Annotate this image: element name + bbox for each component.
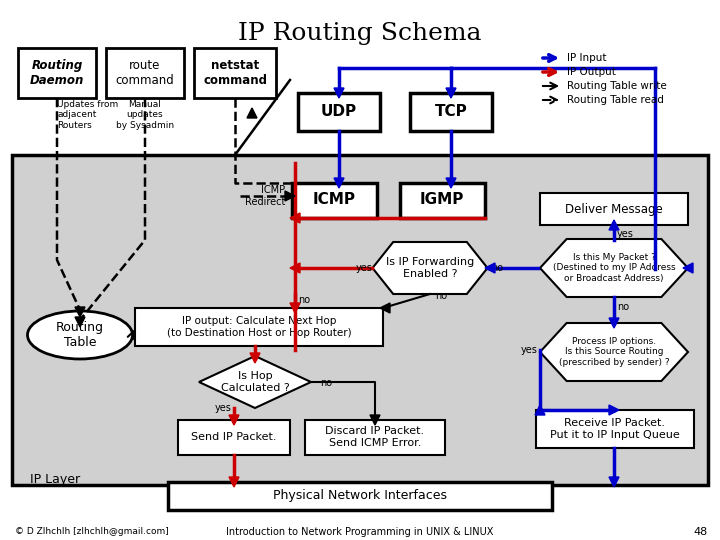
Bar [168, 482, 552, 510]
Text: Is Hop
Calculated ?: Is Hop Calculated ? [220, 371, 289, 393]
Bar [298, 93, 380, 131]
Text: Deliver Message: Deliver Message [565, 202, 663, 215]
Text: Manual
updates
by Sysadmin: Manual updates by Sysadmin [116, 100, 174, 130]
Polygon shape [446, 88, 456, 98]
Text: Physical Network Interfaces: Physical Network Interfaces [273, 489, 447, 503]
Text: no: no [617, 302, 629, 312]
Polygon shape [290, 213, 300, 223]
Bar [305, 420, 445, 455]
Polygon shape [609, 220, 619, 230]
Bar [400, 183, 485, 218]
Text: 48: 48 [694, 527, 708, 537]
Bar [194, 48, 276, 98]
Text: ICMP
Redirect: ICMP Redirect [245, 185, 285, 207]
Polygon shape [370, 415, 380, 425]
Polygon shape [609, 477, 619, 487]
Text: Receive IP Packet.
Put it to IP Input Queue: Receive IP Packet. Put it to IP Input Qu… [550, 418, 680, 440]
Polygon shape [540, 323, 688, 381]
Polygon shape [247, 108, 257, 118]
Text: IP output: Calculate Next Hop
(to Destination Host or Hop Router): IP output: Calculate Next Hop (to Destin… [167, 316, 351, 338]
Polygon shape [535, 405, 545, 415]
Polygon shape [290, 263, 300, 273]
Polygon shape [229, 415, 239, 425]
Text: © D Zlhchlh [zlhchlh@gmail.com]: © D Zlhchlh [zlhchlh@gmail.com] [15, 528, 168, 537]
Text: IP Routing Schema: IP Routing Schema [238, 22, 482, 45]
Text: yes: yes [617, 229, 634, 239]
Text: IP Input: IP Input [567, 53, 606, 63]
Text: Is IP Forwarding
Enabled ?: Is IP Forwarding Enabled ? [386, 257, 474, 279]
Text: Routing Table write: Routing Table write [567, 81, 667, 91]
Text: IP Layer: IP Layer [30, 474, 80, 487]
Bar [135, 308, 383, 346]
Bar [410, 93, 492, 131]
Text: IGMP: IGMP [420, 192, 464, 207]
Text: no: no [491, 263, 503, 273]
Polygon shape [683, 263, 693, 273]
Polygon shape [250, 353, 260, 363]
Text: ICMP: ICMP [312, 192, 356, 207]
Text: Process IP options.
Is this Source Routing
(prescribed by sender) ?: Process IP options. Is this Source Routi… [559, 337, 670, 367]
Text: no: no [320, 378, 332, 388]
Text: yes: yes [521, 345, 538, 355]
Polygon shape [372, 242, 487, 294]
Polygon shape [540, 239, 688, 297]
Polygon shape [229, 477, 239, 487]
Polygon shape [334, 178, 344, 188]
Bar [536, 410, 694, 448]
Polygon shape [199, 356, 311, 408]
Text: yes: yes [356, 263, 373, 273]
Text: TCP: TCP [435, 105, 467, 119]
Bar [178, 420, 290, 455]
Polygon shape [75, 307, 85, 317]
Polygon shape [485, 263, 495, 273]
Bar [540, 193, 688, 225]
Polygon shape [285, 191, 295, 201]
Text: IP Output: IP Output [567, 67, 616, 77]
Polygon shape [334, 88, 344, 98]
Ellipse shape [27, 311, 132, 359]
Bar [292, 183, 377, 218]
Text: no: no [298, 295, 310, 305]
Text: Send IP Packet.: Send IP Packet. [192, 432, 276, 442]
Polygon shape [609, 318, 619, 328]
Text: Routing Table read: Routing Table read [567, 95, 664, 105]
Text: Routing
Table: Routing Table [56, 321, 104, 349]
Bar [106, 48, 184, 98]
Text: Introduction to Network Programming in UNIX & LINUX: Introduction to Network Programming in U… [226, 527, 494, 537]
Text: Is this My Packet ?
(Destined to my IP Address
or Broadcast Address): Is this My Packet ? (Destined to my IP A… [553, 253, 675, 283]
Polygon shape [380, 303, 390, 313]
Text: Routing
Daemon: Routing Daemon [30, 59, 84, 87]
Polygon shape [290, 303, 300, 313]
Bar [12, 155, 708, 485]
Text: yes: yes [215, 403, 232, 413]
Text: Discard IP Packet.
Send ICMP Error.: Discard IP Packet. Send ICMP Error. [325, 426, 425, 448]
Text: no: no [435, 291, 447, 301]
Text: netstat
command: netstat command [203, 59, 267, 87]
Polygon shape [446, 178, 456, 188]
Bar [18, 48, 96, 98]
Text: route
command: route command [116, 59, 174, 87]
Polygon shape [75, 317, 85, 327]
Text: UDP: UDP [321, 105, 357, 119]
Polygon shape [609, 405, 619, 415]
Text: Updates from
adjacent
Routers: Updates from adjacent Routers [57, 100, 118, 130]
